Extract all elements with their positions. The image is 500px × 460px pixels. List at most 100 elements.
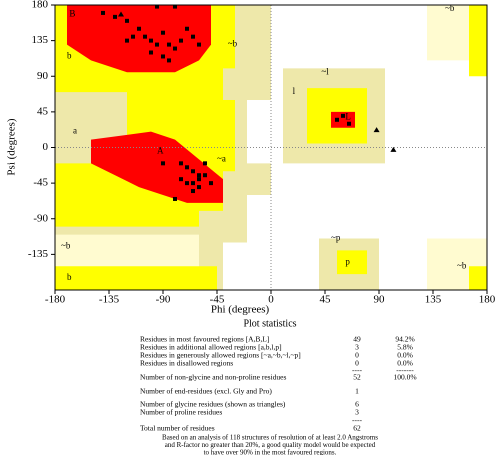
residue-point (179, 161, 183, 166)
residue-point (185, 165, 189, 170)
stats-count: 0 (355, 359, 359, 368)
residue-point (335, 117, 339, 122)
stats-title: Plot statistics (243, 318, 296, 329)
residue-point (167, 42, 171, 47)
residue-point (197, 185, 201, 190)
y-tick-label: 180 (32, 0, 49, 11)
residue-point (161, 30, 165, 35)
glycine-point (373, 127, 380, 133)
stats-label: Residues in disallowed regions (140, 359, 233, 368)
residue-point (173, 46, 177, 51)
residue-point (197, 42, 201, 47)
stats-percent: 5.8% (397, 343, 413, 352)
region-label: b (67, 272, 72, 282)
region-label: p (345, 256, 350, 266)
residue-point (137, 26, 141, 31)
footnote: and R-factor no greater than 20%, a good… (165, 441, 376, 449)
x-axis-title: Phi (degrees) (211, 304, 270, 316)
residue-point (191, 181, 195, 186)
residue-point (173, 4, 177, 9)
x-tick-label: -180 (45, 294, 66, 306)
stats-count: 3 (355, 408, 359, 417)
region-label: B (69, 9, 75, 19)
stats-percent: 100.0% (393, 373, 416, 382)
stats-percent: ------- (396, 366, 414, 375)
stats-count: 52 (353, 373, 361, 382)
x-tick-label: 0 (268, 294, 274, 306)
stats-count: ---- (352, 366, 362, 375)
residue-point (347, 121, 351, 126)
y-tick-label: 90 (37, 70, 49, 82)
footnote: to have over 90% in the most favoured re… (204, 449, 337, 455)
y-tick-label: -90 (33, 212, 48, 224)
statistics: Plot statistics Residues in most favoure… (140, 318, 417, 456)
stats-count: 62 (353, 424, 361, 433)
residue-point (113, 14, 117, 19)
x-tick-label: 135 (425, 294, 442, 306)
region-label: a (73, 126, 77, 136)
stats-label: Residues in most favoured regions [A,B,L… (140, 335, 269, 344)
y-tick-label: -135 (28, 248, 49, 260)
regions (54, 4, 487, 291)
residue-point (341, 113, 345, 118)
stats-count: 3 (355, 343, 359, 352)
stats-label: Number of end-residues (excl. Gly and Pr… (140, 387, 272, 396)
y-axis-title: Psi (degrees) (6, 118, 18, 175)
stats-label: Residues in generously allowed regions [… (140, 351, 301, 360)
stats-count: 1 (355, 387, 359, 396)
x-tick-label: -135 (99, 294, 120, 306)
region-label: ~b (61, 241, 71, 251)
stats-label: Residues in additional allowed regions [… (140, 343, 282, 352)
residue-point (191, 189, 195, 194)
x-tick-label: -90 (156, 294, 171, 306)
core-region (66, 4, 211, 73)
stats-count: 49 (353, 335, 361, 344)
allowed-region (337, 250, 367, 275)
y-tick-label: -45 (33, 177, 48, 189)
residue-point (149, 50, 153, 55)
region-label: ~b (445, 3, 455, 13)
region-label: ~b (228, 39, 238, 49)
stats-count: 6 (355, 400, 359, 409)
x-tick-label: 45 (320, 294, 332, 306)
x-tick-label: 180 (479, 294, 496, 306)
y-tick-label: 0 (43, 141, 49, 153)
residue-point (173, 196, 177, 201)
residue-point (161, 54, 165, 59)
stats-label: Total number of residues (140, 424, 215, 433)
residue-point (155, 42, 159, 47)
y-tick-label: 135 (32, 34, 49, 46)
allowed-region (469, 266, 487, 291)
residue-point (191, 169, 195, 174)
residue-point (185, 181, 189, 186)
stats-label: Number of non-glycine and non-proline re… (140, 373, 286, 382)
region-label: ~p (331, 233, 341, 243)
region-label: ~b (457, 260, 467, 270)
residue-point (203, 161, 207, 166)
residue-point (125, 18, 129, 23)
region-label: A (157, 146, 164, 156)
residue-point (167, 58, 171, 63)
glycine-point (390, 146, 397, 152)
residue-point (149, 38, 153, 43)
residue-point (131, 34, 135, 39)
residue-point (209, 181, 213, 186)
glycine-point (118, 11, 124, 17)
x-tick-label: -45 (210, 294, 225, 306)
stats-label: Number of proline residues (140, 408, 222, 417)
x-tick-label: 90 (374, 294, 386, 306)
region-label: L (345, 111, 351, 121)
residue-point (143, 34, 147, 39)
residue-point (179, 38, 183, 43)
allowed-region (469, 4, 487, 77)
allowed-region (54, 266, 217, 291)
region-label: b (67, 51, 72, 61)
residue-point (191, 34, 195, 39)
region-label: ~l (321, 66, 329, 76)
core-region (90, 131, 223, 203)
residue-point (185, 26, 189, 31)
stats-percent: 94.2% (395, 335, 414, 344)
residue-point (179, 177, 183, 182)
stats-percent: 0.0% (397, 351, 413, 360)
